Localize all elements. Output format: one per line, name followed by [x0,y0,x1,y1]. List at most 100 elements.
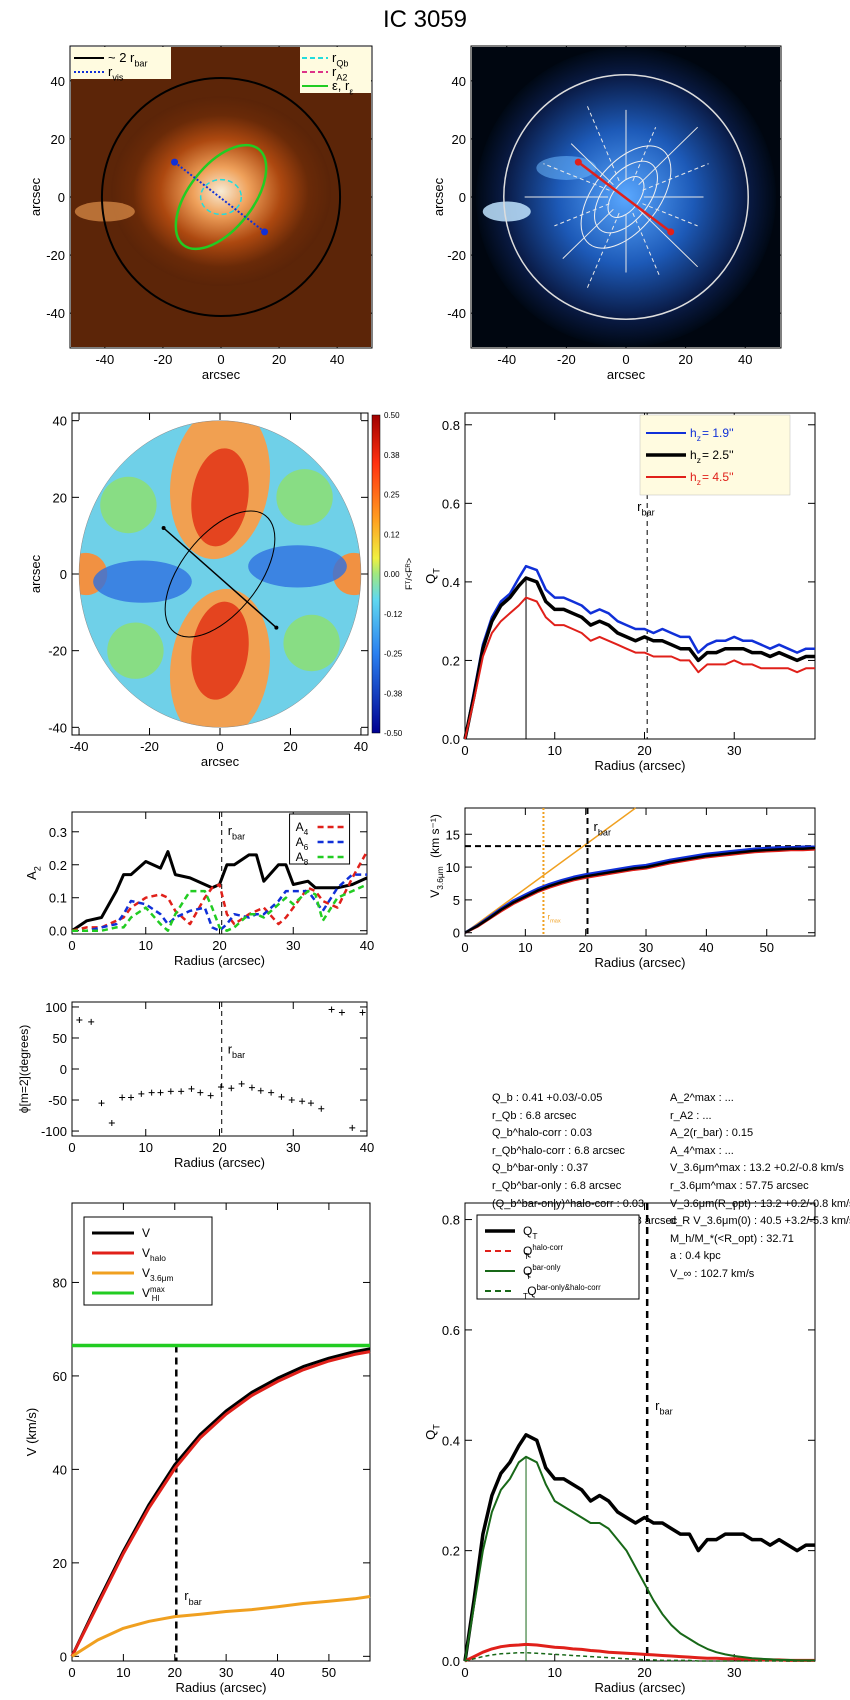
image-panel-contours: -40 -20 0 20 40 -40 -20 0 20 40 arcsec arcsec [431,45,782,382]
bar-endpoint [574,158,582,166]
x-tick-label: 20 [272,352,286,367]
y-tick-label: 0.3 [49,825,67,840]
qt-series-line [463,576,815,740]
legend-value: = 1.9'' [702,426,734,440]
rvis-line [173,161,266,233]
y-tick-label: 0.8 [442,1213,460,1228]
phase-point [338,1009,345,1016]
plot-frame [464,1202,816,1662]
params_right-row: M_h/M_*(<R_opt) : 32.71 [670,1232,794,1245]
y-tick-label: 0.0 [442,1654,460,1669]
y-tick-label: 0.2 [442,653,460,668]
bar-endpoint [261,228,269,236]
x-tick-label: 50 [759,940,773,955]
phase-point [76,1016,83,1023]
y-axis-unit: (km s⁻¹) [428,814,442,858]
params_left-row: Q_b^bar-only : 0.37 [492,1162,589,1175]
contour-ray [642,203,698,227]
x-tick-label: -40 [70,739,89,754]
phase-point [138,1090,145,1097]
x-tick-label: 20 [283,739,297,754]
x-axis-label: Radius (arcsec) [174,1155,265,1170]
qt-correction-line [463,1433,815,1662]
legend-left-bg [71,47,171,79]
x-tick-label: 10 [548,1665,562,1680]
phase-angle-chart: 0 10 20 30 40 100 50 0 -50 -100 Radius (arcsec) ϕ[m… [17,1000,374,1170]
y-tick-label: -40 [447,306,466,321]
y-tick-label: 0.4 [442,1433,460,1448]
phase-point [197,1089,204,1096]
y-tick-label: 40 [53,414,67,429]
params_left-row: r_Qb : 6.8 arcsec [492,1109,577,1122]
galaxy-glow [111,96,331,287]
x-tick-label: 30 [286,1140,300,1155]
legend-label: A6 [296,835,309,852]
side-knot [482,201,531,222]
phase-point [268,1089,275,1096]
phase-point [359,1009,366,1016]
x-tick-label: 50 [322,1665,336,1680]
qt-series-line [463,564,815,740]
y-tick-label: 10 [446,860,460,875]
x-tick-label: 40 [360,938,374,953]
x-tick-label: 10 [139,1140,153,1155]
y-tick-label: -20 [447,248,466,263]
outer-circle [503,74,749,320]
y-tick-label: -100 [41,1124,67,1139]
map-group [79,420,361,728]
bar-endpoint [274,625,279,630]
x-tick-label: 0 [622,352,629,367]
params_left-row: r_Qb^halo-corr : 6.8 arcsec [492,1144,625,1157]
plot-frame [71,1202,371,1662]
contour-ray [570,143,614,186]
bar-endpoint [171,158,179,166]
x-tick-label: 30 [727,743,741,758]
params_right-row: A_4^max : ... [670,1144,734,1157]
x-tick-label: -20 [140,739,159,754]
phase-point [349,1124,356,1131]
y-tick-label: 20 [53,490,67,505]
phase-point [288,1097,295,1104]
fourier-series-line [71,850,369,932]
legend-label: Vmax HI [142,1285,165,1303]
params_left-row: Q_b^halo-corr : 0.03 [492,1127,592,1140]
parameter-column-right: A_2^max : ... r_A2 : ... A_2(r_bar) : 0.15… [670,1090,850,1284]
y-tick-label: 40 [51,74,65,89]
phase-point [108,1119,115,1126]
colorbar [371,414,381,734]
phase-point [307,1100,314,1107]
phase-point [148,1089,155,1096]
phase-point [228,1085,235,1092]
params_right-row: V_∞ : 102.7 km/s [670,1267,755,1280]
y-tick-label: 0 [60,567,67,582]
y-axis-label: QT [425,1424,442,1440]
x-tick-label: 0 [461,1665,468,1680]
rotation-series-line [70,1350,371,1657]
x-tick-label: -20 [557,352,576,367]
phase-point [328,1006,335,1013]
y-axis-label: V (km/s) [24,1408,39,1456]
y-tick-label: -40 [48,720,67,735]
y-tick-label: 0.8 [442,418,460,433]
contour-ray [642,163,709,191]
plot-frame [464,807,816,937]
y-tick-label: 0 [60,1062,67,1077]
side-knot [74,201,135,222]
phase-point [128,1094,134,1101]
qt-correction-line [464,1651,815,1662]
y-tick-label: 0.2 [442,1544,460,1559]
legend-label-rbar: ~ 2 rbar [108,50,148,69]
legend-label: A8 [296,850,309,867]
x-tick-label: 30 [219,1665,233,1680]
rbar-label: rbar [655,1398,673,1417]
map-lobe [107,622,164,679]
x-tick-label: 30 [727,1665,741,1680]
legend-label: Vhalo [142,1246,166,1263]
force-ratio-map: -40 -20 0 20 40 -40 -20 0 20 40 arcsec arcsec 0.50 0.… [28,411,414,769]
legend-label: rQb [332,50,348,69]
y-tick-label: 0.6 [442,496,460,511]
legend-label: V [142,1226,150,1240]
rotation-series-line [71,1595,371,1658]
rbar-circle [100,76,342,318]
x-axis-label: arcsec [201,754,240,769]
